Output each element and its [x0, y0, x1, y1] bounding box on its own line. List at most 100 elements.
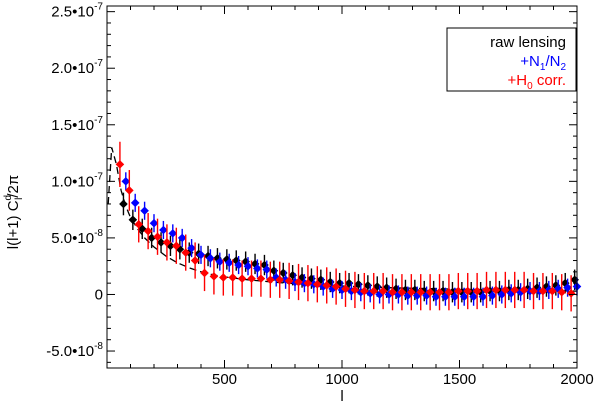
data-point	[134, 220, 144, 229]
y-tick-label: 0	[95, 286, 103, 303]
data-point	[510, 285, 520, 295]
data-point	[241, 257, 250, 266]
data-point	[153, 232, 162, 242]
theory-curve	[107, 147, 578, 292]
y-axis-label: l(l+1) Cdl/2π	[3, 175, 25, 249]
data-point	[412, 291, 422, 300]
series-n1-n2	[121, 172, 582, 306]
data-point	[200, 268, 209, 278]
data-point	[162, 238, 172, 247]
data-point	[350, 285, 360, 295]
data-point	[382, 283, 391, 292]
data-point	[140, 206, 149, 216]
data-point	[331, 282, 341, 291]
data-marks	[107, 141, 582, 312]
data-point	[450, 292, 460, 302]
data-point	[425, 287, 435, 297]
data-point	[557, 287, 567, 297]
data-point	[243, 261, 253, 271]
x-tick-label: 1500	[443, 371, 476, 388]
data-point	[284, 276, 294, 286]
data-point	[121, 177, 131, 186]
data-point	[472, 286, 482, 296]
data-point	[119, 199, 128, 209]
data-point	[224, 258, 234, 268]
data-point	[548, 286, 557, 296]
data-point	[177, 233, 187, 243]
data-point	[422, 291, 431, 300]
data-point	[294, 277, 303, 287]
data-point	[560, 278, 570, 288]
data-point	[181, 248, 191, 257]
data-point	[159, 225, 168, 235]
data-point	[501, 285, 510, 295]
data-point	[228, 273, 238, 282]
data-point	[431, 292, 441, 302]
data-point	[256, 274, 266, 283]
axes: 500 1000 1500 2000 -5.0•10-8 0 5.0•10-8 1.0•10-…	[46, 2, 593, 388]
data-point	[275, 275, 285, 285]
data-point	[190, 256, 200, 265]
x-tick-label: 500	[212, 371, 237, 388]
data-point	[168, 229, 178, 238]
data-point	[209, 272, 219, 281]
data-point	[266, 275, 275, 285]
y-tick-label: -5.0•10-8	[46, 341, 103, 360]
data-point	[488, 291, 497, 300]
data-point	[360, 286, 369, 296]
data-point	[341, 284, 350, 294]
data-point	[347, 286, 356, 296]
legend-item-n1-n2: +N1/N2	[520, 53, 566, 73]
legend-item-h0-corr: +H0 corr.	[508, 72, 567, 92]
data-point	[262, 265, 272, 274]
data-point	[344, 278, 354, 288]
data-point	[143, 226, 153, 236]
data-point	[485, 286, 495, 296]
data-point	[416, 287, 426, 297]
x-tick-label: 1000	[325, 371, 358, 388]
data-point	[497, 290, 507, 299]
data-point	[237, 274, 247, 283]
data-point	[128, 215, 138, 225]
data-point	[115, 160, 125, 169]
x-axis-label: l	[340, 388, 343, 403]
data-point	[491, 285, 501, 295]
data-point	[469, 292, 478, 302]
data-point	[149, 218, 159, 228]
data-point	[250, 259, 260, 269]
data-point	[441, 292, 450, 302]
data-point	[156, 238, 166, 247]
data-point	[303, 278, 313, 288]
data-point	[397, 287, 407, 297]
data-point	[172, 241, 181, 251]
data-point	[203, 251, 213, 261]
y-tick-label: 2.0•10-7	[51, 58, 103, 77]
y-tick-label: 5.0•10-8	[51, 228, 103, 247]
data-point	[482, 285, 491, 295]
y-tick-label: 2.5•10-7	[51, 2, 103, 21]
data-point	[388, 287, 397, 297]
data-point	[563, 283, 572, 292]
data-point	[288, 270, 297, 280]
data-point	[219, 273, 228, 282]
data-point	[369, 286, 379, 296]
data-point	[463, 286, 473, 296]
data-point	[407, 287, 416, 297]
data-point	[166, 241, 175, 251]
y-tick-label: 1.5•10-7	[51, 115, 103, 134]
data-point	[253, 264, 262, 273]
data-point	[454, 286, 463, 296]
series-h0-corr	[115, 141, 576, 312]
data-point	[213, 253, 222, 263]
data-point	[538, 286, 548, 296]
data-point	[187, 243, 196, 253]
data-point	[372, 282, 382, 291]
data-point	[566, 289, 576, 298]
data-point	[337, 285, 347, 295]
data-point	[196, 250, 206, 260]
x-tick-label: 2000	[560, 371, 593, 388]
data-point	[130, 198, 140, 208]
y-tick-label: 1.0•10-7	[51, 171, 103, 190]
data-point	[322, 281, 332, 290]
